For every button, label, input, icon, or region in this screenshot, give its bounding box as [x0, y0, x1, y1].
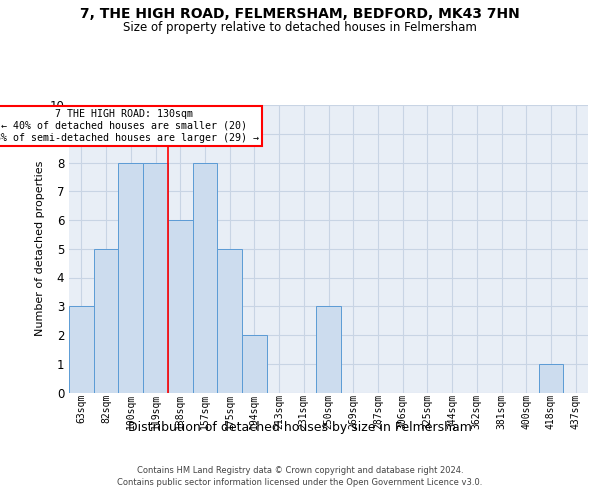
Text: Contains public sector information licensed under the Open Government Licence v3: Contains public sector information licen…: [118, 478, 482, 487]
Bar: [217, 249, 242, 392]
Bar: [94, 249, 118, 392]
Bar: [193, 162, 217, 392]
Bar: [242, 335, 267, 392]
Text: 7 THE HIGH ROAD: 130sqm
← 40% of detached houses are smaller (20)
58% of semi-de: 7 THE HIGH ROAD: 130sqm ← 40% of detache…: [0, 110, 259, 142]
Text: Distribution of detached houses by size in Felmersham: Distribution of detached houses by size …: [128, 421, 472, 434]
Text: Size of property relative to detached houses in Felmersham: Size of property relative to detached ho…: [123, 21, 477, 34]
Bar: [539, 364, 563, 392]
Bar: [118, 162, 143, 392]
Text: 7, THE HIGH ROAD, FELMERSHAM, BEDFORD, MK43 7HN: 7, THE HIGH ROAD, FELMERSHAM, BEDFORD, M…: [80, 8, 520, 22]
Bar: [316, 306, 341, 392]
Bar: [69, 306, 94, 392]
Text: Contains HM Land Registry data © Crown copyright and database right 2024.: Contains HM Land Registry data © Crown c…: [137, 466, 463, 475]
Bar: [143, 162, 168, 392]
Y-axis label: Number of detached properties: Number of detached properties: [35, 161, 45, 336]
Bar: [168, 220, 193, 392]
